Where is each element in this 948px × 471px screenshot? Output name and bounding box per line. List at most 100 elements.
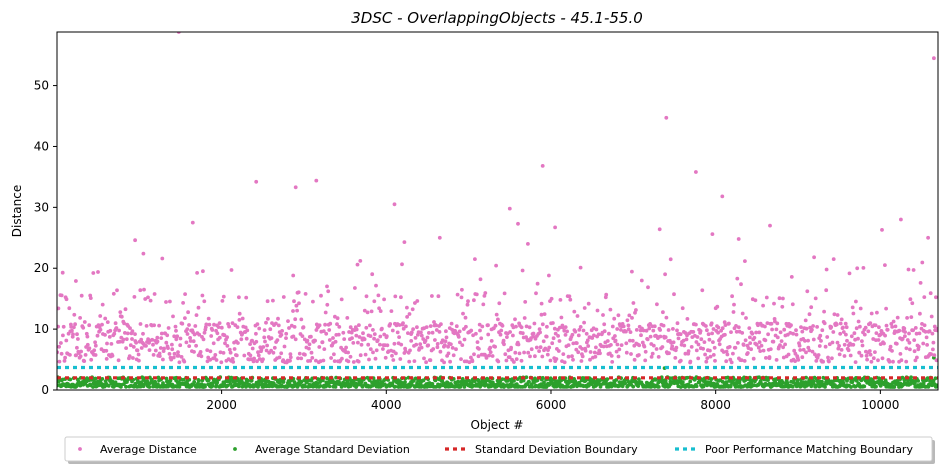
data-point — [409, 330, 414, 335]
data-point — [455, 292, 460, 297]
data-point — [128, 326, 132, 330]
data-point — [288, 352, 293, 356]
data-point — [710, 232, 715, 237]
data-point — [763, 338, 768, 343]
data-point — [472, 378, 477, 383]
data-point — [742, 359, 747, 363]
data-point — [860, 339, 864, 343]
data-point — [580, 347, 585, 351]
data-point — [646, 285, 650, 290]
data-point — [400, 262, 404, 267]
data-point — [791, 331, 795, 336]
data-point — [342, 337, 347, 341]
data-point — [176, 350, 180, 355]
data-point — [204, 322, 209, 327]
data-point — [621, 324, 626, 329]
data-point — [477, 322, 482, 327]
data-point — [329, 356, 333, 360]
data-point — [128, 343, 133, 348]
data-point — [208, 357, 213, 362]
data-point — [826, 355, 830, 360]
data-point — [648, 334, 653, 339]
data-point — [435, 345, 440, 350]
data-point — [934, 358, 938, 363]
data-point — [450, 346, 455, 350]
data-point — [571, 384, 576, 389]
data-point — [862, 384, 867, 389]
data-point — [497, 301, 502, 306]
data-point — [854, 299, 858, 304]
data-point — [103, 316, 108, 321]
data-point — [754, 342, 759, 347]
data-point — [85, 334, 90, 339]
data-point — [609, 354, 614, 358]
data-point — [265, 343, 269, 348]
data-point — [275, 338, 280, 342]
data-point — [876, 338, 881, 342]
data-point — [243, 325, 248, 330]
data-point — [346, 359, 351, 364]
data-point — [934, 295, 938, 300]
data-point — [373, 356, 378, 361]
data-point — [883, 263, 887, 267]
data-point — [680, 380, 685, 385]
legend-label: Average Distance — [100, 443, 197, 456]
data-point — [566, 354, 571, 359]
data-point — [899, 217, 903, 222]
data-point — [813, 296, 818, 301]
data-point — [198, 350, 203, 354]
data-point — [221, 351, 226, 355]
data-point — [114, 326, 119, 330]
data-point — [780, 304, 785, 309]
data-point — [377, 306, 381, 311]
data-point — [586, 383, 591, 388]
data-point — [586, 344, 591, 348]
data-point — [353, 286, 357, 290]
data-point — [385, 343, 390, 348]
data-point — [920, 260, 925, 265]
data-point — [651, 328, 656, 333]
data-point — [235, 325, 240, 329]
y-tick-label: 40 — [34, 139, 49, 153]
data-point — [793, 359, 797, 363]
data-point — [517, 351, 522, 356]
data-point — [262, 328, 267, 332]
data-point — [596, 332, 601, 337]
data-point — [747, 326, 752, 330]
data-point — [392, 202, 397, 207]
data-point — [882, 341, 886, 346]
legend-marker — [78, 447, 82, 451]
data-point — [300, 334, 305, 338]
data-point — [609, 343, 613, 347]
data-point — [144, 324, 149, 328]
data-point — [323, 310, 328, 315]
data-point — [263, 339, 267, 344]
data-point — [859, 353, 864, 358]
series-average-distance — [57, 32, 938, 365]
data-point — [711, 327, 716, 331]
data-point — [814, 383, 818, 388]
data-point — [327, 384, 332, 389]
data-point — [138, 288, 143, 293]
data-point — [684, 337, 689, 342]
data-point — [397, 335, 401, 339]
data-point — [472, 298, 476, 303]
data-point — [181, 301, 186, 305]
data-point — [225, 344, 230, 348]
data-point — [144, 344, 148, 348]
data-point — [727, 321, 731, 326]
data-point — [573, 329, 578, 334]
data-point — [299, 380, 304, 384]
data-point — [656, 355, 661, 359]
data-point — [904, 346, 909, 351]
data-point — [853, 360, 858, 364]
data-point — [661, 323, 666, 328]
data-point — [368, 347, 373, 351]
data-point — [256, 353, 261, 358]
data-point — [745, 351, 750, 355]
data-point — [365, 310, 370, 315]
data-point — [688, 379, 693, 384]
data-point — [271, 350, 276, 355]
data-point — [717, 342, 722, 347]
data-point — [871, 356, 876, 361]
